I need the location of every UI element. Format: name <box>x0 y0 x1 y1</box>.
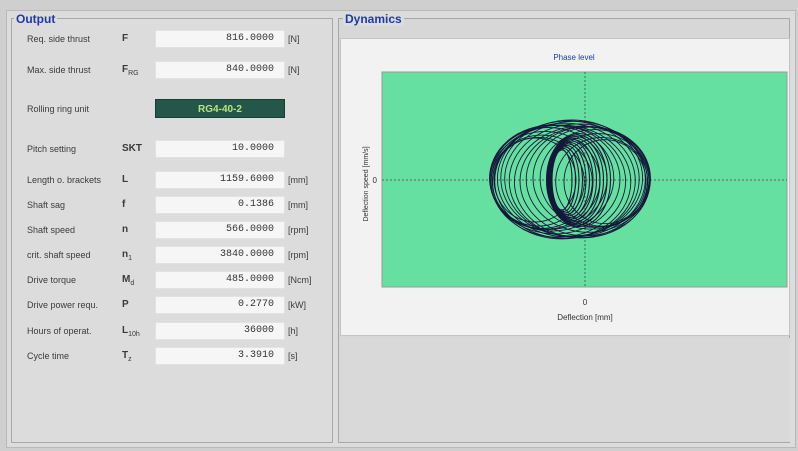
field-unit: [rpm] <box>288 225 309 235</box>
phase-curves <box>489 119 651 240</box>
rolling-ring-row: Rolling ring unit RG4-40-2 <box>12 99 332 121</box>
field-unit: [Ncm] <box>288 275 312 285</box>
field-value[interactable]: 3840.0000 <box>155 246 285 264</box>
y-tick-label: 0 <box>373 176 378 185</box>
rolling-ring-button[interactable]: RG4-40-2 <box>155 99 285 118</box>
field-value[interactable]: 816.0000 <box>155 30 285 48</box>
field-label: Shaft sag <box>27 200 66 210</box>
field-unit: [N] <box>288 65 300 75</box>
field-unit: [kW] <box>288 300 306 310</box>
phase-orbit <box>532 126 651 230</box>
output-row: Length o. brackets L 1159.6000 [mm] <box>12 170 332 192</box>
field-symbol: n1 <box>122 249 133 262</box>
field-label: crit. shaft speed <box>27 250 91 260</box>
output-row: Shaft sag f 0.1386 [mm] <box>12 195 332 217</box>
chart-title: Phase level <box>553 53 595 62</box>
field-unit: [mm] <box>288 200 308 210</box>
output-row: crit. shaft speed n1 3840.0000 [rpm] <box>12 245 332 267</box>
field-value[interactable]: 0.1386 <box>155 196 285 214</box>
field-value[interactable]: 485.0000 <box>155 271 285 289</box>
field-value[interactable]: 3.3910 <box>155 347 285 365</box>
field-unit: [rpm] <box>288 250 309 260</box>
output-title: Output <box>14 12 58 26</box>
rolling-ring-label: Rolling ring unit <box>27 104 90 114</box>
field-symbol: P <box>122 299 129 310</box>
field-symbol: L <box>122 174 129 185</box>
field-label: Pitch setting <box>27 144 77 154</box>
output-row: Req. side thrust F 816.0000 [N] <box>12 29 332 51</box>
phase-plot-svg: Phase level 0 Deflection [mm] 0 Deflecti… <box>363 53 788 322</box>
field-symbol: Md <box>122 274 135 287</box>
field-label: Shaft speed <box>27 225 76 235</box>
output-row: Pitch setting SKT 10.0000 <box>12 139 332 161</box>
phase-orbit <box>494 122 636 239</box>
field-symbol: SKT <box>122 143 142 154</box>
output-row: Shaft speed n 566.0000 [rpm] <box>12 220 332 242</box>
field-label: Length o. brackets <box>27 175 102 185</box>
phase-orbit <box>563 139 647 225</box>
field-value[interactable]: 36000 <box>155 322 285 340</box>
field-unit: [h] <box>288 326 299 336</box>
phase-orbit <box>539 129 651 228</box>
phase-orbit <box>504 120 646 237</box>
output-row: Max. side thrust FRG 840.0000 [N] <box>12 60 332 82</box>
field-symbol: Tz <box>122 350 132 363</box>
field-value[interactable]: 10.0000 <box>155 140 285 158</box>
phase-orbit <box>545 132 612 228</box>
field-value[interactable]: 566.0000 <box>155 221 285 239</box>
field-label: Drive power requ. <box>27 300 99 310</box>
y-axis-label: Deflection speed [mm/s] <box>363 146 370 221</box>
output-row: Cycle time Tz 3.3910 [s] <box>12 346 332 368</box>
field-label: Max. side thrust <box>27 65 91 75</box>
x-tick-label: 0 <box>583 298 588 307</box>
output-row: Hours of operat. L10h 36000 [h] <box>12 321 332 343</box>
field-symbol: f <box>122 199 126 210</box>
field-label: Cycle time <box>27 351 70 361</box>
dynamics-title: Dynamics <box>343 12 404 26</box>
dynamics-lower-area <box>340 338 790 442</box>
phase-plot: Phase level 0 Deflection [mm] 0 Deflecti… <box>340 38 790 336</box>
field-symbol: FRG <box>122 64 139 77</box>
field-value[interactable]: 0.2770 <box>155 296 285 314</box>
field-unit: [mm] <box>288 175 308 185</box>
phase-orbit <box>555 136 649 227</box>
field-symbol: L10h <box>122 325 140 338</box>
field-label: Req. side thrust <box>27 34 91 44</box>
x-axis-label: Deflection [mm] <box>557 313 613 322</box>
field-unit: [N] <box>288 34 300 44</box>
output-panel: Req. side thrust F 816.0000 [N] Max. side th… <box>11 18 333 443</box>
output-row: Drive power requ. P 0.2770 [kW] <box>12 295 332 317</box>
field-label: Drive torque <box>27 275 77 285</box>
field-symbol: F <box>122 33 129 44</box>
field-value[interactable]: 840.0000 <box>155 61 285 79</box>
field-symbol: n <box>122 224 129 235</box>
field-value[interactable]: 1159.6000 <box>155 171 285 189</box>
output-row: Drive torque Md 485.0000 [Ncm] <box>12 270 332 292</box>
field-unit: [s] <box>288 351 298 361</box>
field-label: Hours of operat. <box>27 326 92 336</box>
